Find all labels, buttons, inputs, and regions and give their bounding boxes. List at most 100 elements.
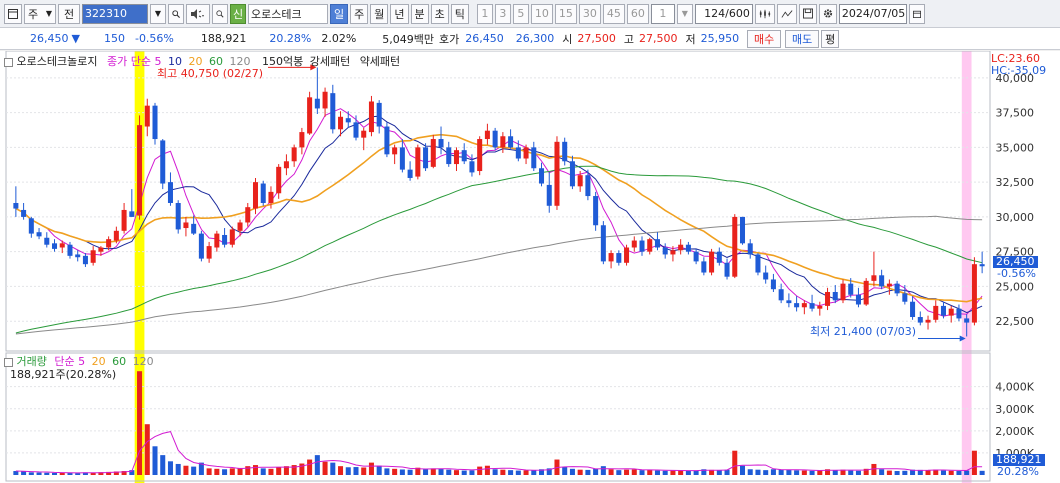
candle-body — [98, 247, 104, 252]
price-tag-pct: -0.56% — [997, 267, 1036, 280]
candle-body — [964, 318, 970, 323]
search-code-icon[interactable] — [212, 3, 228, 24]
volume-bar — [222, 469, 228, 475]
custom-interval-dropdown[interactable]: ▼ — [676, 3, 693, 24]
candle-body — [554, 141, 560, 206]
volume-bar — [338, 466, 344, 475]
trade-value: 5,049백만 — [382, 32, 435, 46]
ma-period-60: 60 — [208, 55, 223, 68]
candle-body — [925, 319, 931, 323]
sell-button[interactable]: 매도 — [785, 29, 820, 48]
volume-bar — [206, 468, 212, 475]
bid-label: 호가 — [439, 32, 460, 46]
volume-bar — [616, 470, 622, 475]
timeframe-day[interactable]: 일 — [330, 3, 349, 24]
prev-button[interactable]: 전 — [58, 3, 80, 24]
volume-ma-60: 60 — [112, 355, 127, 368]
candle-body — [801, 303, 807, 308]
stock-code-input[interactable]: 322310 — [82, 3, 148, 24]
volume-ma5-line — [15, 431, 983, 474]
candle-body — [36, 232, 42, 237]
window-menu-icon[interactable] — [4, 3, 22, 24]
volume-bar — [585, 469, 591, 475]
evaluation-button[interactable]: 평 — [821, 29, 840, 48]
timeframe-minute[interactable]: 분 — [410, 3, 429, 24]
custom-interval-input[interactable]: 1 — [650, 3, 675, 24]
min-arrow-head — [959, 335, 966, 342]
volume-bar — [430, 468, 436, 475]
interval-45[interactable]: 45 — [602, 3, 625, 24]
volume-bar — [453, 470, 459, 475]
timeframe-second[interactable]: 초 — [430, 3, 449, 24]
candle-body — [52, 243, 58, 249]
crosshair-icon[interactable] — [754, 3, 775, 24]
interval-1[interactable]: 1 — [476, 3, 493, 24]
candle-body — [399, 147, 405, 170]
volume-bar — [832, 470, 838, 475]
candle-body — [709, 251, 715, 273]
candle-body — [662, 247, 668, 255]
volume-bar — [624, 469, 630, 475]
turnover-pct: 2.02% — [321, 32, 357, 45]
draw-line-icon[interactable] — [776, 3, 797, 24]
volume-bar — [229, 468, 235, 475]
candle-body — [979, 264, 985, 267]
candle-body — [840, 283, 846, 301]
candle-body — [361, 130, 367, 138]
strong-pattern-label: 강세패턴 — [309, 55, 351, 68]
volume-bar — [113, 471, 119, 475]
volume-bar — [840, 469, 846, 475]
volume-bar — [392, 468, 398, 475]
candle-body — [106, 239, 112, 248]
buy-button[interactable]: 매수 — [747, 29, 782, 48]
volume-bar — [137, 371, 143, 475]
candle-body — [214, 233, 220, 248]
candle-body — [183, 222, 189, 229]
candle-body — [368, 101, 374, 133]
magnifier-icon[interactable] — [168, 3, 184, 24]
candle-body — [917, 317, 923, 323]
date-input[interactable]: 2024/07/05 — [838, 3, 907, 24]
timeframe-month[interactable]: 월 — [370, 3, 389, 24]
interval-10[interactable]: 10 — [530, 3, 553, 24]
timeframe-tick[interactable]: 틱 — [450, 3, 469, 24]
price-volume-chart[interactable]: 40,000 37,500 35,000 32,500 30,000 27,500 25,0… — [0, 51, 1060, 483]
panel-control-icon[interactable] — [4, 357, 13, 367]
candle-body — [291, 147, 297, 162]
candle-body — [484, 130, 490, 140]
speaker-icon[interactable] — [186, 3, 210, 24]
open-label: 시 — [562, 32, 573, 46]
candle-body — [330, 93, 336, 130]
panel-control-icon[interactable] — [4, 57, 13, 67]
code-dropdown-button[interactable]: ▼ — [150, 3, 166, 24]
volume-bar — [376, 465, 382, 475]
volume-bar — [531, 470, 537, 475]
volume-bar — [886, 470, 892, 475]
current-price: 26,450 — [30, 32, 69, 45]
candle-body — [716, 251, 722, 263]
candle-body — [28, 218, 34, 234]
calendar-icon[interactable] — [908, 3, 925, 24]
candle-body — [786, 300, 792, 304]
weak-pattern-label: 약세패턴 — [359, 55, 401, 68]
save-icon[interactable] — [798, 3, 817, 24]
volume-bar — [36, 472, 42, 475]
period-select[interactable]: 주 ▼ — [24, 3, 56, 24]
timeframe-year[interactable]: 년 — [390, 3, 409, 24]
candle-body — [755, 254, 761, 273]
chart-area[interactable]: 40,000 37,500 35,000 32,500 30,000 27,500 25,0… — [0, 51, 1060, 483]
interval-15[interactable]: 15 — [554, 3, 577, 24]
volume-bar — [546, 468, 552, 475]
interval-5[interactable]: 5 — [512, 3, 529, 24]
volume-bar — [732, 450, 738, 475]
volume-bar — [662, 470, 668, 475]
timeframe-week[interactable]: 주 — [350, 3, 369, 24]
volume-bar — [709, 469, 715, 475]
interval-30[interactable]: 30 — [578, 3, 601, 24]
candle-body — [314, 98, 320, 109]
interval-3[interactable]: 3 — [494, 3, 511, 24]
gear-icon[interactable] — [818, 3, 837, 24]
bar-count-input[interactable]: 124/600 — [694, 3, 753, 24]
interval-60[interactable]: 60 — [626, 3, 649, 24]
candle-body — [260, 183, 266, 203]
